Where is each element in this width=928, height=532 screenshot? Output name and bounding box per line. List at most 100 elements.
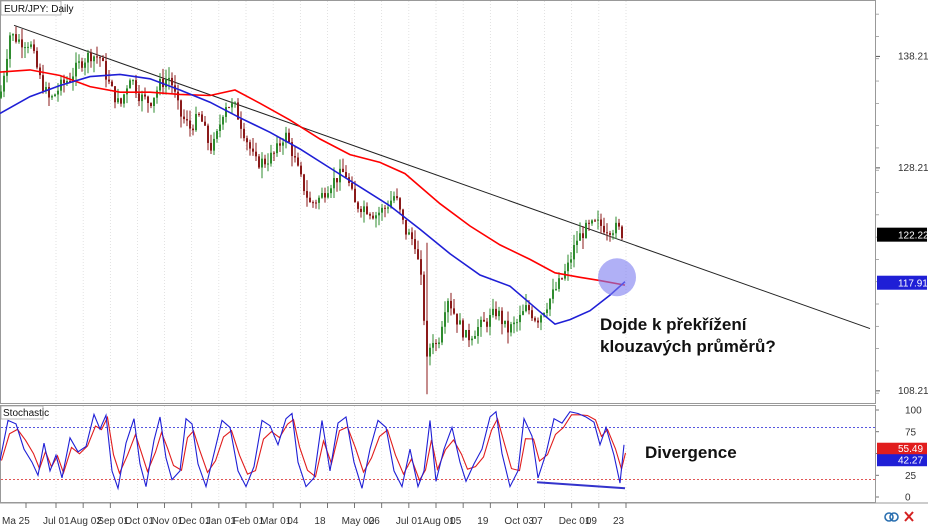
candle-body <box>594 220 596 222</box>
candle-body <box>471 338 473 341</box>
candle-body <box>312 202 314 204</box>
candle-body <box>189 120 191 129</box>
candle-body <box>42 75 44 92</box>
candle-body <box>318 197 320 203</box>
candle-body <box>231 103 233 108</box>
stoch-value-tag-label: 55.49 <box>898 444 923 455</box>
candle-body <box>567 262 569 272</box>
candle-body <box>561 278 563 280</box>
x-tick-label: 23 <box>613 516 625 527</box>
candle-body <box>297 157 299 166</box>
candle-body <box>81 61 83 68</box>
x-tick-label: Dec 01 <box>559 516 591 527</box>
candle-body <box>588 222 590 224</box>
candle-body <box>546 309 548 314</box>
candle-body <box>483 319 485 322</box>
candle-body <box>369 214 371 216</box>
candle-body <box>549 298 551 310</box>
candle-body <box>72 76 74 82</box>
ma-blue-line <box>0 73 626 325</box>
candle-body <box>240 119 242 129</box>
stoch-value-tag-label: 42.27 <box>898 456 923 467</box>
candle-body <box>288 132 290 143</box>
candle-body <box>6 58 8 76</box>
x-tick-label: 18 <box>314 516 326 527</box>
candle-body <box>429 347 431 357</box>
candle-body <box>243 128 245 139</box>
candle-body <box>576 240 578 246</box>
candle-body <box>489 315 491 327</box>
y-tick-label: 128.21 <box>898 163 928 174</box>
candle-body <box>198 113 200 115</box>
candle-body <box>150 102 152 107</box>
candle-body <box>498 310 500 317</box>
candle-body <box>417 249 419 260</box>
candle-body <box>342 168 344 173</box>
x-tick-label-first: Ma 25 <box>2 516 30 527</box>
candle-body <box>396 196 398 199</box>
candle-body <box>171 77 173 86</box>
candle-body <box>450 300 452 309</box>
candle-body <box>354 188 356 203</box>
candle-body <box>420 259 422 275</box>
candle-body <box>516 322 518 324</box>
candle-body <box>0 91 2 98</box>
candle-body <box>366 206 368 215</box>
candle-body <box>315 202 317 204</box>
candle-body <box>57 90 59 95</box>
candle-body <box>261 158 263 168</box>
x-tick-label: Oct 01 <box>124 516 154 527</box>
candle-body <box>225 107 227 117</box>
candle-body <box>597 219 599 221</box>
stoch-y-tick-label: 25 <box>905 471 917 482</box>
x-tick-label: 06 <box>369 516 381 527</box>
candle-body <box>363 206 365 213</box>
candle-body <box>156 90 158 98</box>
candle-body <box>432 342 434 348</box>
candle-body <box>360 208 362 213</box>
candle-body <box>330 188 332 194</box>
close-icon[interactable] <box>904 511 914 522</box>
candle-body <box>411 232 413 240</box>
candle-body <box>528 305 530 311</box>
candle-body <box>333 178 335 189</box>
candle-body <box>465 330 467 338</box>
candle-body <box>180 100 182 117</box>
candle-body <box>252 148 254 152</box>
candle-body <box>537 320 539 323</box>
candle-body <box>276 143 278 154</box>
candle-body <box>18 39 20 42</box>
candle-body <box>456 313 458 325</box>
candle-body <box>603 225 605 233</box>
candle-body <box>600 219 602 226</box>
candle-body <box>339 168 341 183</box>
candle-body <box>120 98 122 104</box>
candle-body <box>201 114 203 122</box>
candle-body <box>78 61 80 63</box>
x-tick-label: Jan 01 <box>206 516 236 527</box>
candle-body <box>24 47 26 49</box>
x-tick-label: Mar 01 <box>260 516 292 527</box>
candle-body <box>381 207 383 213</box>
x-tick-label: Aug 01 <box>423 516 455 527</box>
candle-body <box>21 39 23 48</box>
candle-body <box>105 61 107 80</box>
candle-body <box>480 319 482 328</box>
candle-body <box>69 81 71 83</box>
candle-body <box>495 308 497 317</box>
candle-body <box>402 209 404 220</box>
candle-body <box>573 245 575 260</box>
candle-body <box>441 326 443 343</box>
candle-body <box>501 310 503 325</box>
candle-body <box>375 215 377 219</box>
candle-body <box>153 97 155 107</box>
link-icon[interactable] <box>884 512 899 522</box>
stoch-pane-frame <box>0 405 876 503</box>
candle-body <box>525 305 527 312</box>
candle-body <box>612 233 614 235</box>
candle-body <box>3 75 5 92</box>
candle-body <box>531 310 533 319</box>
candle-body <box>336 178 338 183</box>
candle-body <box>234 102 236 104</box>
